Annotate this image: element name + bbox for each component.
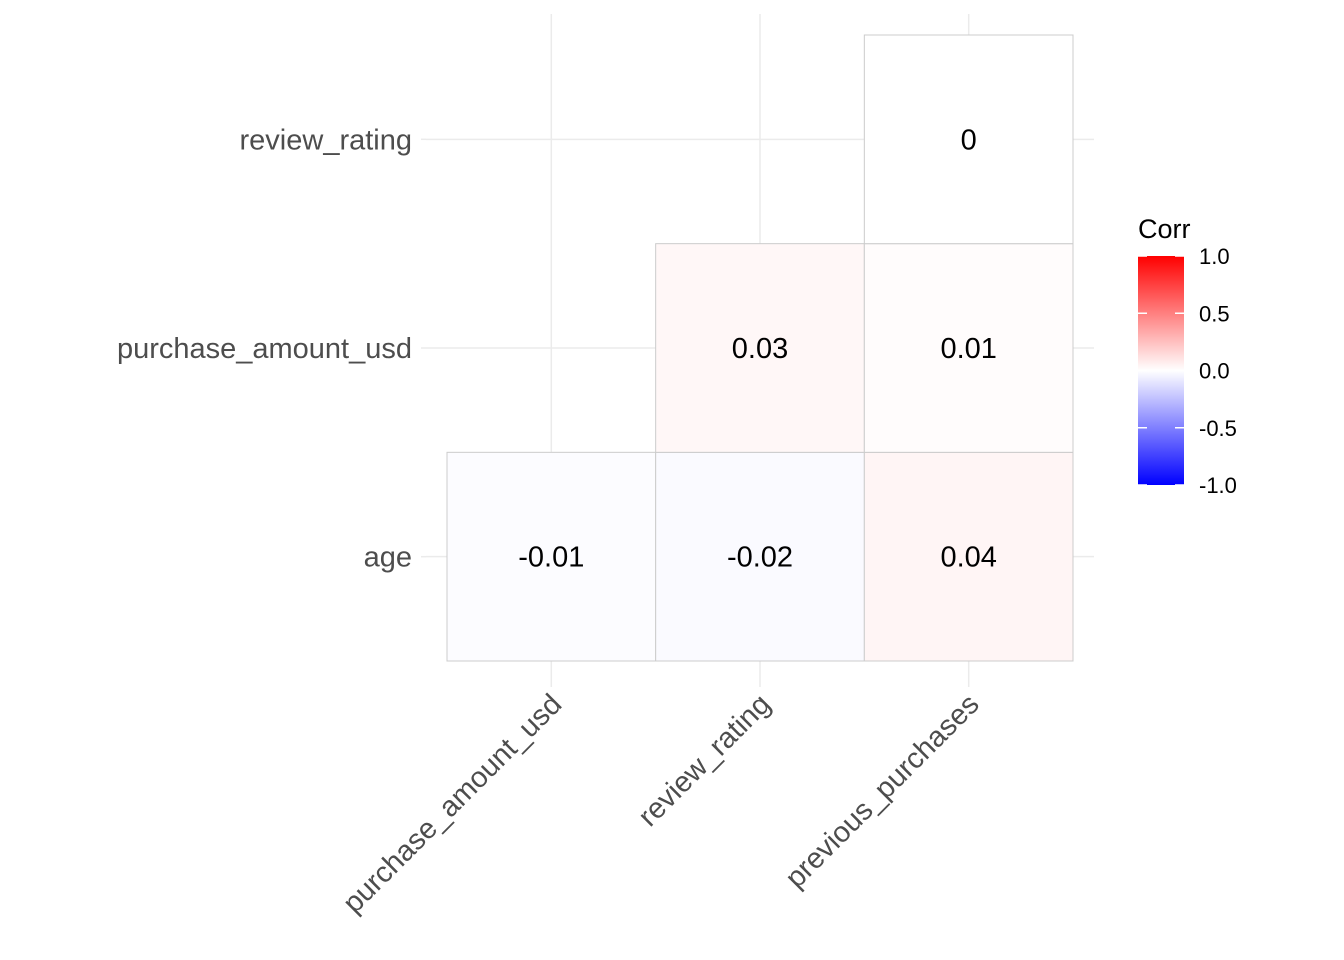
y-axis-tick-labels: age purchase_amount_usd review_rating [117, 124, 426, 574]
legend-tick-label-1: 0.5 [1199, 301, 1230, 326]
cell-label-purchase-amount-usd-review-rating: 0.03 [732, 333, 788, 365]
legend-tick-label-4: -1.0 [1199, 473, 1237, 498]
heatmap-cell-purchase-amount-usd-previous-purchases [863, 243, 1074, 453]
heatmap-cell-purchase-amount-usd-review-rating [655, 243, 865, 453]
heatmap-cells [446, 34, 1074, 662]
cell-labels: -0.01 -0.02 0.04 0.03 0.01 0 [518, 124, 997, 573]
cell-label-age-purchase-amount-usd: -0.01 [518, 542, 584, 574]
legend-tick-label-2: 0.0 [1199, 359, 1230, 384]
cell-label-review-rating-previous-purchases: 0 [961, 124, 977, 156]
heatmap-cell-age-previous-purchases [863, 451, 1074, 662]
y-tick-label-age: age [364, 542, 412, 574]
heatmap-cell-review-rating-previous-purchases [863, 34, 1074, 245]
legend-tick-label-0: 1.0 [1199, 244, 1230, 269]
cell-label-age-review-rating: -0.02 [727, 542, 793, 574]
x-tick-label-previous-purchases: previous_purchases [779, 688, 985, 894]
heatmap-cell-age-purchase-amount-usd [446, 451, 657, 662]
y-tick-label-review-rating: review_rating [240, 124, 412, 156]
x-axis-tick-labels: purchase_amount_usd review_rating previous… [337, 682, 986, 920]
color-legend: Corr 1.0 0.5 0.0 -0.5 -1.0 [1138, 214, 1237, 498]
x-tick-label-purchase-amount-usd: purchase_amount_usd [337, 688, 568, 919]
legend-title: Corr [1138, 214, 1191, 244]
cell-label-age-previous-purchases: 0.04 [940, 542, 996, 574]
legend-tick-label-3: -0.5 [1199, 416, 1237, 441]
cell-label-purchase-amount-usd-previous-purchases: 0.01 [940, 333, 996, 365]
x-tick-label-review-rating: review_rating [632, 688, 777, 833]
y-tick-label-purchase-amount-usd: purchase_amount_usd [117, 333, 412, 365]
